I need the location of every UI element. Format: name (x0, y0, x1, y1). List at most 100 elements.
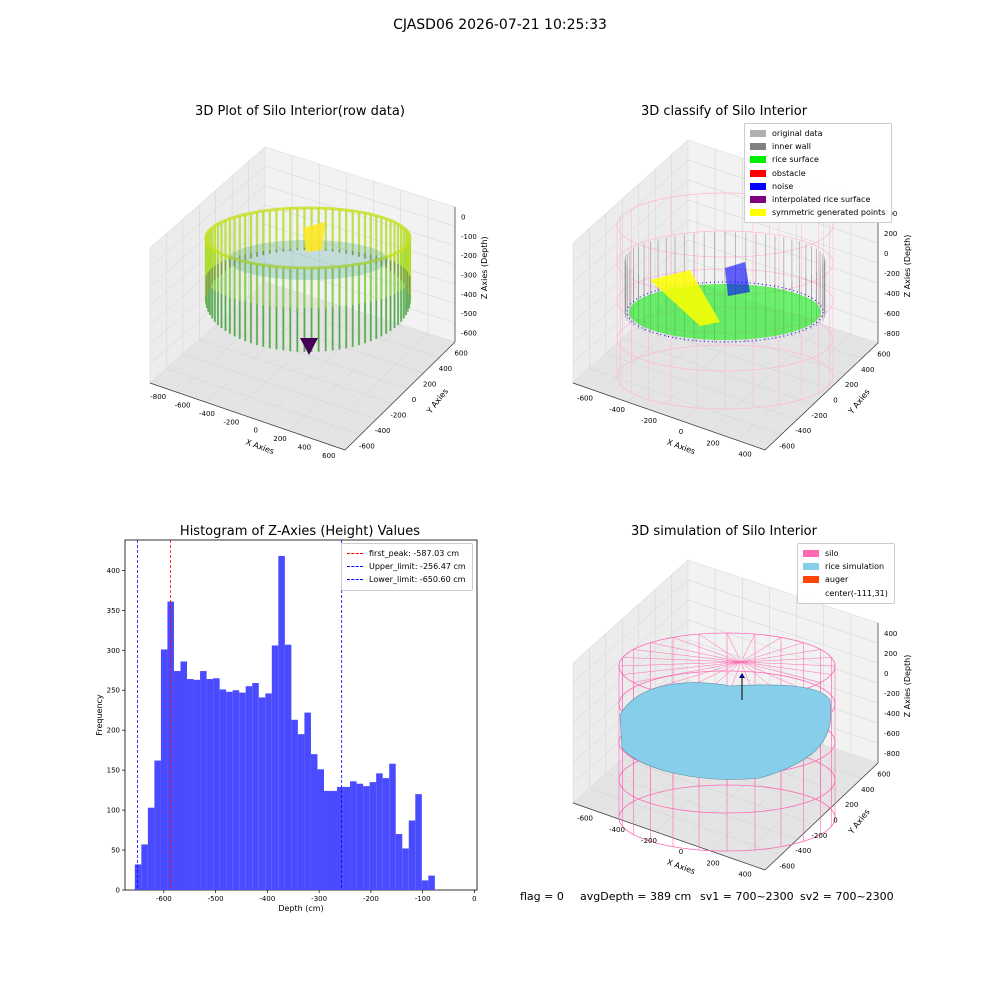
z-tick-label: -400 (884, 290, 900, 298)
silo-roof-wire (740, 642, 804, 663)
legend-swatch (750, 182, 766, 190)
legend-item-upper-limit: Upper_limit: -256.47 cm (347, 560, 466, 573)
y-tick-label: 350 (107, 607, 120, 615)
histogram-bar (323, 790, 331, 890)
x-tick-label: -300 (311, 895, 327, 903)
histogram-bar (147, 807, 155, 890)
grid-line (605, 353, 798, 420)
histogram-bar (402, 848, 409, 890)
y-tick-label: 600 (877, 351, 890, 359)
legend-line (347, 553, 363, 555)
z-tick-label: 200 (884, 650, 897, 658)
y-tick-label: 400 (439, 365, 452, 373)
y-tick-label: 0 (116, 887, 120, 895)
legend-label: rice surface (772, 155, 819, 165)
grid-line (264, 166, 456, 227)
panel4-legend: silo rice simulation auger center(-111,3… (797, 543, 895, 604)
grid-line (605, 773, 798, 840)
histogram-bar (200, 671, 207, 890)
legend-swatch (803, 563, 819, 571)
z-tick-label: -500 (461, 310, 477, 318)
histogram-bar (389, 763, 396, 890)
histogram-bar (297, 734, 305, 890)
z-tick-label: 200 (884, 230, 897, 238)
grid-line (737, 333, 852, 441)
rice-surface-points (629, 284, 821, 340)
grid-line (215, 325, 408, 389)
histogram-bar (134, 864, 142, 890)
y-tick-label: 0 (412, 396, 416, 404)
histogram-bar (180, 661, 188, 890)
y-tick-label: 400 (861, 786, 874, 794)
x-axis-line (572, 382, 766, 451)
z-tick-label: 0 (884, 250, 888, 258)
grid-line (572, 239, 689, 344)
histogram-bar (141, 844, 148, 890)
y-tick-label: -400 (795, 847, 811, 855)
legend-item-rice-simulation: rice simulation (803, 560, 888, 573)
x-tick-label: -600 (577, 815, 593, 823)
x-tick-label: -400 (199, 410, 215, 418)
panel1-title: 3D Plot of Silo Interior(row data) (195, 104, 405, 119)
x-tick-label: -600 (156, 895, 172, 903)
legend-swatch (803, 550, 819, 558)
y-axis-line (764, 342, 879, 451)
histogram-bar (363, 786, 370, 890)
grid-line (149, 166, 266, 268)
histogram-bar (245, 686, 253, 890)
legend-label: Lower_limit: -650.60 cm (369, 575, 466, 585)
legend-swatch (750, 196, 766, 204)
y-axis-label: Y Axies (846, 387, 872, 416)
silo-roof-wire (633, 649, 742, 663)
histogram-bar (350, 781, 357, 890)
histogram-bar (232, 690, 240, 890)
ring-top-edge (204, 206, 412, 270)
status-avg-depth: avgDepth = 389 cm (580, 890, 692, 903)
legend-label: symmetric generated points (772, 208, 886, 218)
x-tick-label: -600 (577, 395, 593, 403)
grid-line (166, 368, 361, 435)
histogram-bar (219, 689, 227, 890)
z-tick-label: -600 (884, 310, 900, 318)
y-tick-label: -200 (811, 412, 827, 420)
y-tick-label: 100 (107, 807, 120, 815)
x-tick-label: -500 (208, 895, 224, 903)
z-axis-label: Z Axies (Depth) (903, 655, 912, 718)
legend-swatch (750, 156, 766, 164)
y-tick-label: -600 (779, 442, 795, 450)
histogram-bar (154, 760, 161, 890)
y-tick-label: -400 (795, 427, 811, 435)
x-tick-label: -400 (609, 826, 625, 834)
noise-cluster (725, 262, 750, 296)
grid-line (589, 368, 782, 435)
y-axis-label: Frequency (95, 694, 104, 736)
x-tick-label: 400 (738, 870, 751, 878)
x-tick-label: 0 (679, 848, 683, 856)
silo-roof-wire (650, 661, 742, 690)
silo-roof-wire (740, 649, 821, 663)
grid-line (687, 199, 879, 264)
grid-line (687, 579, 879, 644)
symmetric-points (650, 270, 720, 326)
histogram-bar (160, 649, 168, 890)
legend-line (347, 566, 363, 568)
grid-line (687, 619, 879, 684)
grid-line (205, 298, 320, 403)
y-tick-label: 300 (107, 647, 120, 655)
grid-line (572, 599, 689, 704)
x-tick-label: 200 (706, 439, 719, 447)
histogram-bar (310, 754, 318, 890)
z-tick-label: -600 (461, 329, 477, 337)
y-tick-label: 150 (107, 767, 120, 775)
bottom-cone (300, 338, 318, 355)
silo-roof-wire (672, 637, 742, 663)
silo-roof-wire (618, 661, 742, 667)
y-tick-label: -600 (359, 442, 375, 450)
y-tick-label: 250 (107, 687, 120, 695)
grid-line (316, 333, 429, 441)
x-tick-label: 0 (472, 895, 476, 903)
y-tick-label: 200 (845, 381, 858, 389)
z-tick-label: -400 (461, 291, 477, 299)
z-tick-label: -300 (461, 272, 477, 280)
silo-roof-wire (622, 661, 742, 675)
